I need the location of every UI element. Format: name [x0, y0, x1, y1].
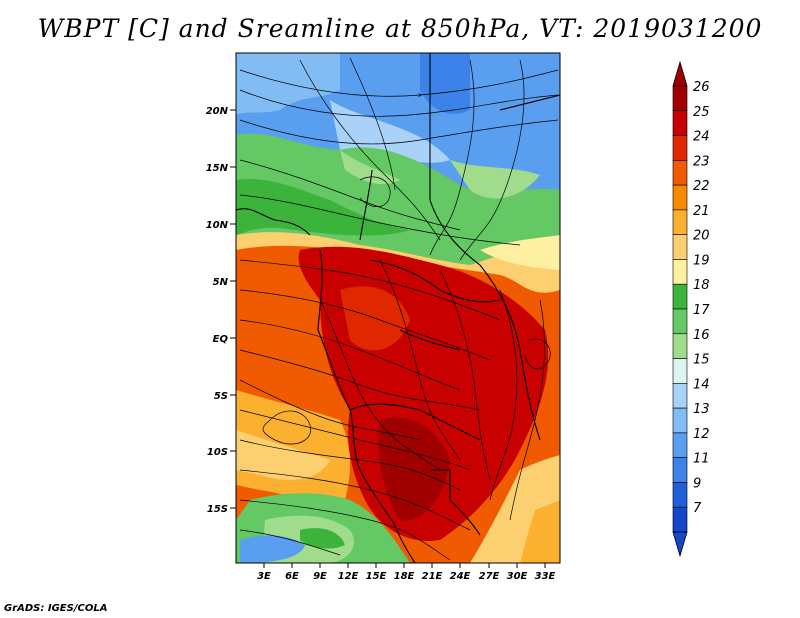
- lon-label-24e: 24E: [450, 571, 471, 582]
- colorbar-label: 22: [693, 179, 710, 194]
- lon-label-6e: 6E: [285, 571, 299, 582]
- colorbar-swatch: [672, 110, 688, 136]
- colorbar-label: 20: [693, 229, 710, 244]
- colorbar-label: 25: [693, 105, 710, 120]
- colorbar-label: 24: [693, 130, 710, 145]
- colorbar-swatch: [672, 506, 688, 533]
- chart-title: WBPT [C] and Sreamline at 850hPa, VT: 20…: [37, 14, 763, 43]
- country-borders: [236, 53, 560, 563]
- colorbar-label: 19: [693, 253, 710, 268]
- colorbar-top-arrow: [672, 60, 688, 87]
- colorbar-swatch: [672, 482, 688, 508]
- colorbar-swatch: [672, 234, 688, 260]
- lon-label-33e: 33E: [535, 571, 556, 582]
- lon-label-27e: 27E: [479, 571, 500, 582]
- colorbar-label: 12: [693, 427, 710, 442]
- colorbar-label: 13: [693, 402, 710, 417]
- colorbar-label: 17: [693, 303, 710, 318]
- colorbar-label: 18: [693, 278, 710, 293]
- lon-label-9e: 9E: [313, 571, 327, 582]
- lat-label-15n: 15N: [206, 163, 229, 174]
- lat-label-5n: 5N: [213, 277, 229, 288]
- colorbar-swatch: [672, 135, 688, 161]
- colorbar-label: 23: [693, 154, 710, 169]
- colorbar-swatch: [672, 85, 688, 112]
- lat-label-5s: 5S: [214, 391, 228, 402]
- lat-label-15s: 15S: [207, 504, 228, 515]
- colorbar-swatch: [672, 457, 688, 483]
- lon-label-21e: 21E: [422, 571, 443, 582]
- colorbar-swatch: [672, 160, 688, 186]
- map-frame: [235, 52, 561, 564]
- colorbar-swatch: [672, 209, 688, 235]
- grads-credit: GrADS: IGES/COLA: [4, 603, 108, 614]
- colorbar-label: 16: [693, 328, 710, 343]
- colorbar-swatch: [672, 432, 688, 458]
- streamlines: [239, 57, 559, 561]
- lat-label-eq: EQ: [213, 334, 229, 345]
- lat-label-10n: 10N: [206, 220, 229, 231]
- colorbar-swatch: [672, 358, 688, 384]
- colorbar-label: 14: [693, 377, 710, 392]
- lon-label-30e: 30E: [507, 571, 528, 582]
- colorbar-swatch: [672, 333, 688, 359]
- lon-label-3e: 3E: [257, 571, 271, 582]
- lon-label-15e: 15E: [366, 571, 387, 582]
- lon-label-18e: 18E: [394, 571, 415, 582]
- colorbar-swatch: [672, 283, 688, 310]
- colorbar-bottom-arrow: [672, 531, 688, 558]
- map-field: [236, 53, 560, 563]
- colorbar-label: 11: [693, 452, 710, 467]
- longitude-axis: 3E 6E 9E 12E 15E 18E 21E 24E 27E 30E 33E: [257, 563, 556, 582]
- colorbar-swatch: [672, 259, 688, 285]
- lat-label-20n: 20N: [206, 106, 229, 117]
- lon-label-12e: 12E: [338, 571, 359, 582]
- colorbar: 26 25 24 23 22 21 20 19 18 17 16 15 14 13 12 11 9 7: [672, 60, 710, 558]
- colorbar-label: 15: [693, 353, 710, 368]
- colorbar-label: 21: [693, 204, 710, 219]
- colorbar-label: 9: [693, 476, 701, 491]
- colorbar-label: 26: [693, 80, 710, 95]
- latitude-axis: 20N 15N 10N 5N EQ 5S 10S 15S: [206, 106, 236, 515]
- colorbar-swatch: [672, 383, 688, 409]
- colorbar-swatch: [672, 184, 688, 211]
- colorbar-swatch: [672, 407, 688, 434]
- lat-label-10s: 10S: [207, 447, 228, 458]
- colorbar-swatch: [672, 308, 688, 335]
- colorbar-label: 7: [693, 501, 702, 516]
